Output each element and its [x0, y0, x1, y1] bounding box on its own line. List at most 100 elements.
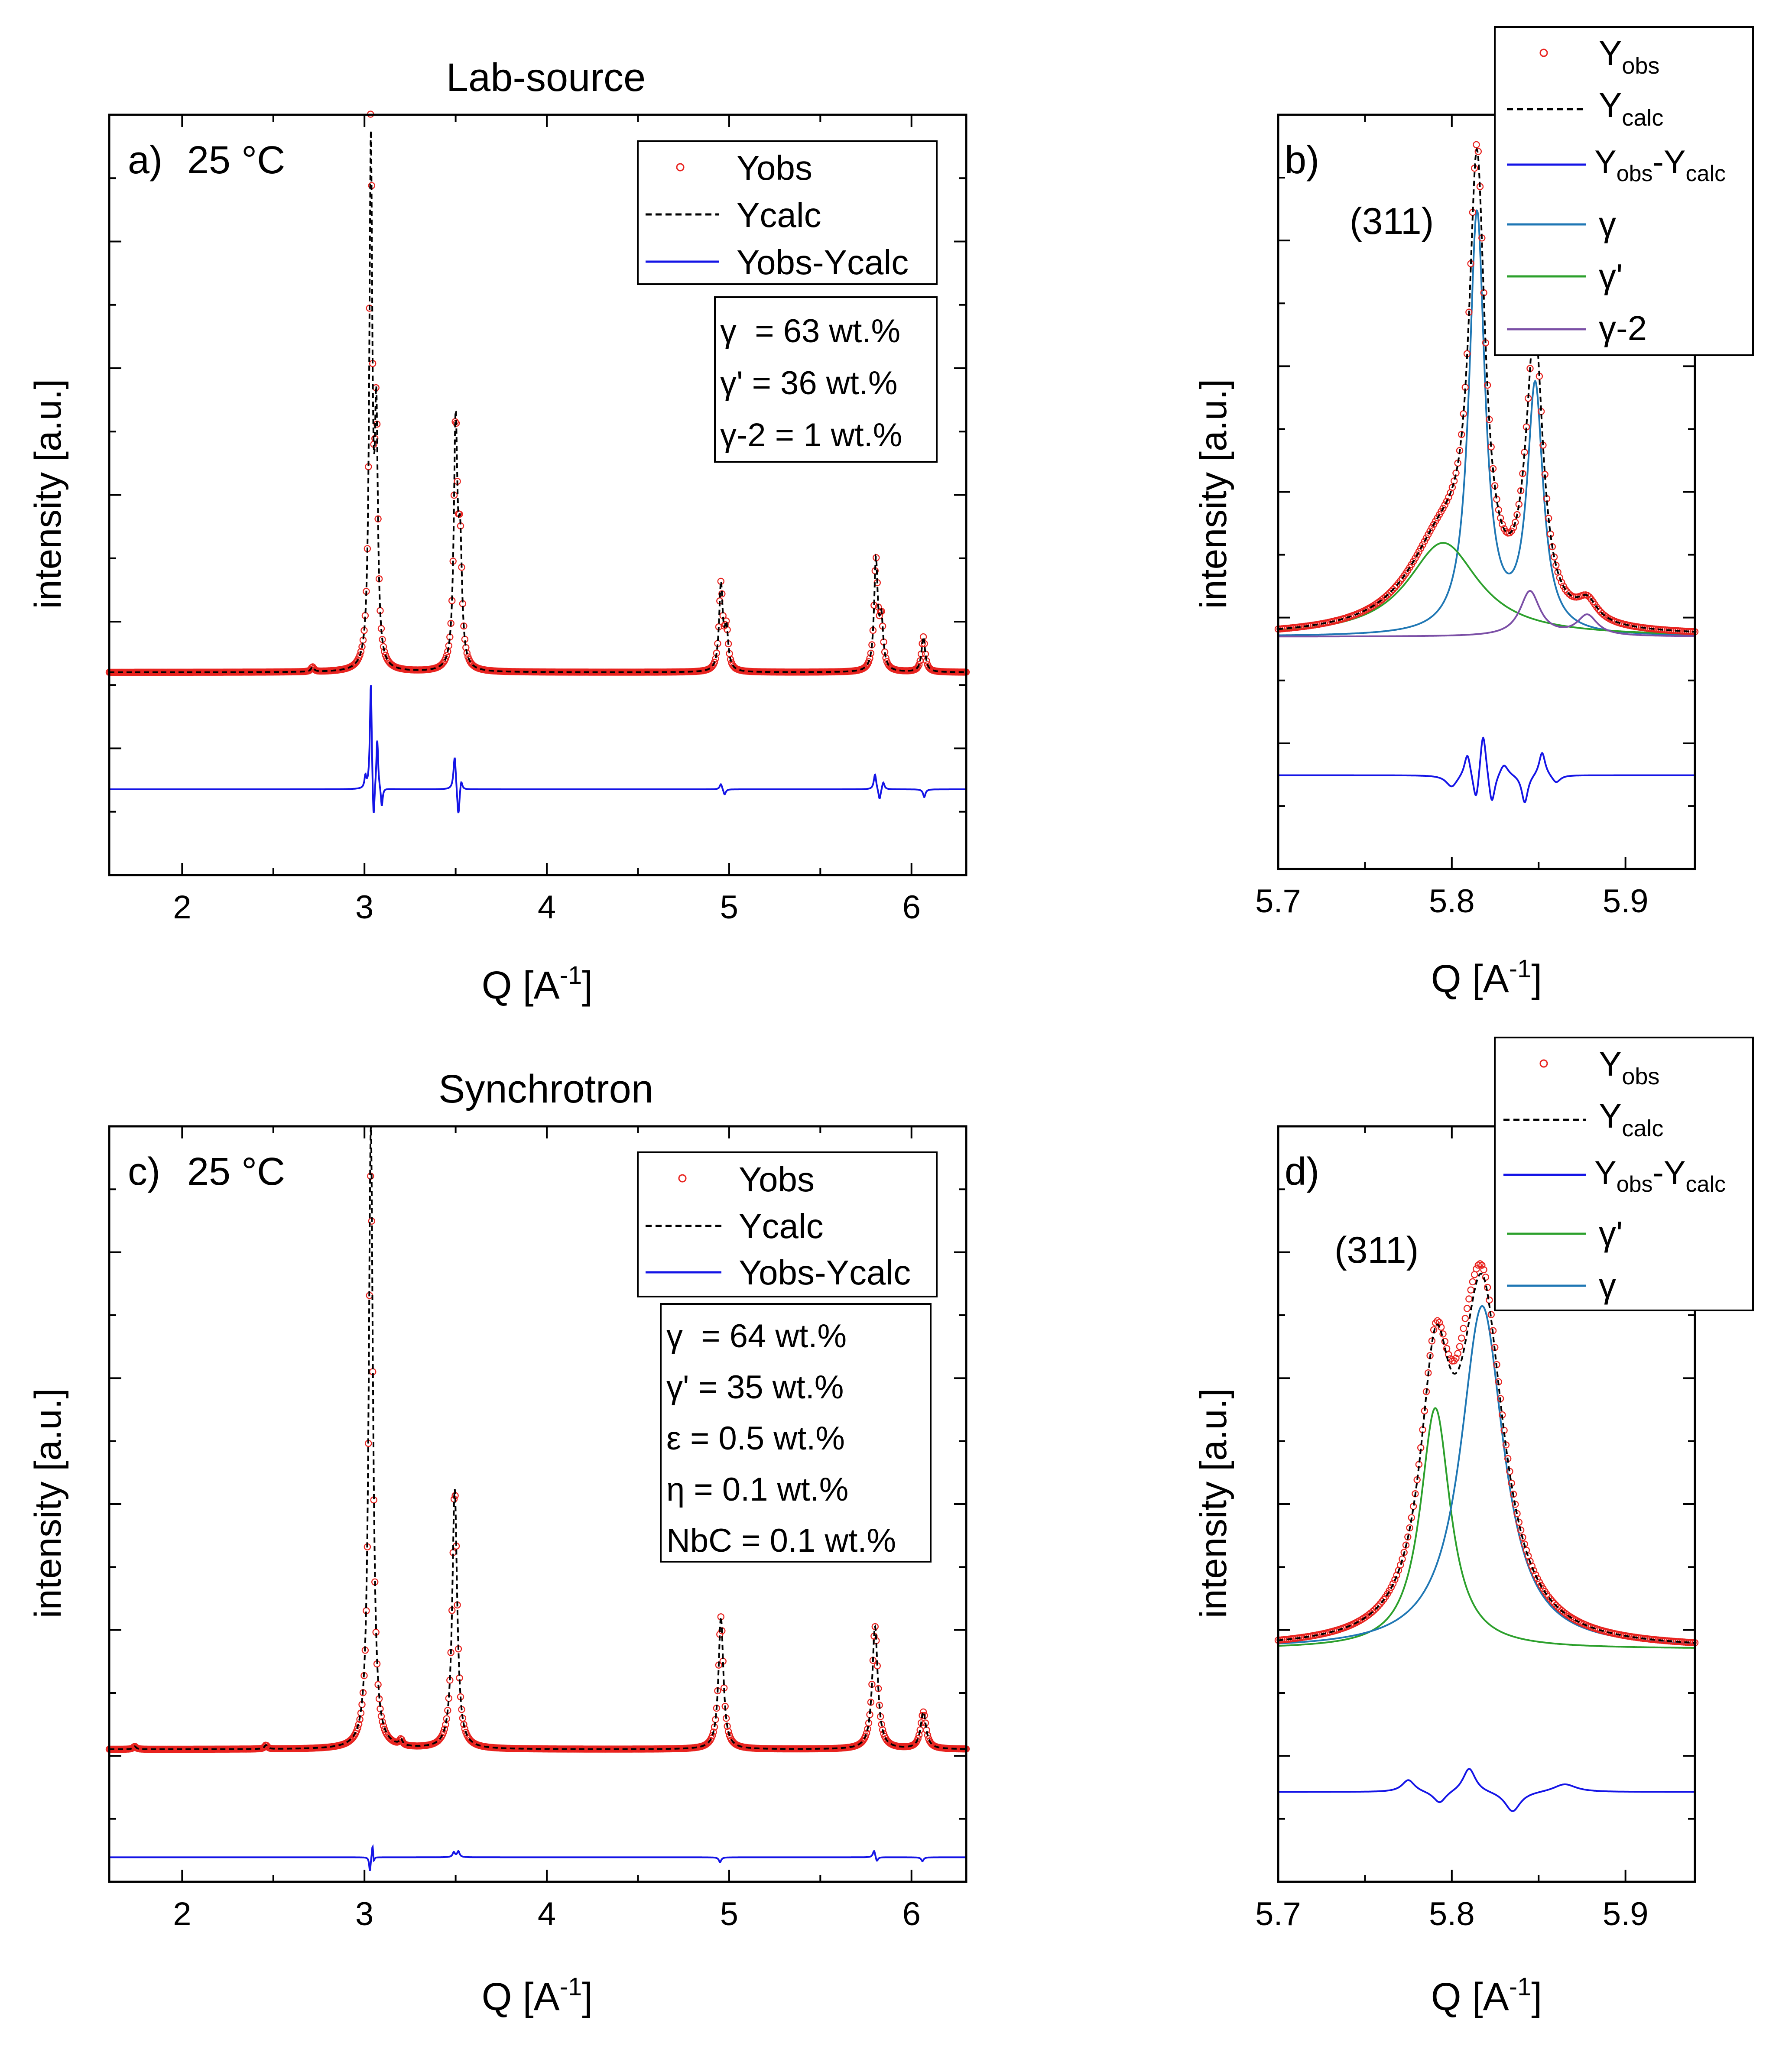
legend-a: Yobs Ycalc Yobs-Ycalc [637, 140, 938, 285]
diff-curve [109, 1844, 966, 1871]
y-axis-label-c: intensity [a.u.] [27, 1388, 69, 1618]
title-synchrotron: Synchrotron [438, 1067, 653, 1111]
obs-point [443, 652, 451, 659]
obs-point [1595, 606, 1602, 613]
obs-point [914, 1735, 922, 1742]
obs-point [1508, 527, 1515, 535]
obs-point [1463, 1305, 1471, 1312]
obs-point [1373, 1604, 1380, 1612]
x-axis-label-b-main: Q [A [1431, 957, 1509, 1001]
x-tick-label: 5 [720, 1896, 738, 1933]
obs-point [1389, 1580, 1397, 1588]
title-lab-source: Lab-source [446, 55, 646, 100]
obs-point [1417, 545, 1425, 552]
legend-b-diff-label: Yobs-Ycalc [1594, 144, 1726, 186]
diff-curve [1278, 736, 1695, 804]
obs-point [1387, 588, 1395, 595]
obs-point [1458, 1334, 1465, 1342]
phase-box-c-frame [660, 1303, 932, 1563]
legend-b-obs-marker [1539, 49, 1548, 57]
obs-point [1530, 1567, 1538, 1574]
calc-curve [1278, 147, 1695, 633]
legend-a-obs-label: Yobs [737, 149, 812, 187]
panel-b-letter: b) [1285, 139, 1319, 182]
obs-point [1473, 141, 1480, 149]
obs-point [1402, 1541, 1410, 1549]
legend-b-gamma-label: γ [1599, 205, 1616, 243]
y-axis-label-a: intensity [a.u.] [27, 379, 69, 609]
legend-d-calc-label: Ycalc [1599, 1096, 1663, 1141]
obs-point [355, 1720, 363, 1728]
obs-point [1478, 1261, 1486, 1269]
x-tick-label: 5.9 [1603, 883, 1649, 920]
x-tick-label: 5.8 [1429, 1896, 1475, 1933]
obs-point [379, 1718, 386, 1725]
phase-a-line-3: γ-2 = 1 wt.% [720, 417, 902, 454]
obs-point [1550, 1599, 1558, 1607]
x-axis-label-c: Q [A-1] [482, 1973, 593, 2019]
x-axis-label-d: Q [A-1] [1431, 1973, 1542, 2019]
legend-c: Yobs Ycalc Yobs-Ycalc [637, 1151, 938, 1297]
plot-d-ticks: 5.7 5.8 5.9 [1255, 1125, 1695, 1933]
plot-b-ticks: 5.7 5.8 5.9 [1255, 114, 1695, 920]
plot-c-marks [105, 1126, 970, 1871]
diff-curve [109, 685, 966, 814]
obs-point [456, 510, 463, 518]
x-axis-label-a: Q [A-1] [482, 961, 593, 1007]
calc-curve [1278, 1272, 1695, 1644]
x-axis-label-b-sup: -1 [1509, 955, 1532, 983]
obs-point [1586, 593, 1593, 601]
plot-d-marks [1274, 1260, 1699, 1812]
panel-c-temperature: 25 °C [187, 1150, 285, 1193]
obs-point [1391, 584, 1399, 591]
x-axis-label-b: Q [A-1] [1431, 955, 1542, 1001]
x-axis-label-c-sup: -1 [560, 1973, 582, 2001]
obs-point [1474, 148, 1482, 155]
obs-point [1426, 527, 1434, 535]
component-curve-1 [1278, 1407, 1695, 1649]
legend-d: Yobs Ycalc Yobs-Ycalc γ' γ [1494, 1037, 1754, 1311]
obs-point [1441, 501, 1449, 509]
obs-point [1391, 1576, 1399, 1583]
obs-point [1374, 1602, 1382, 1610]
obs-point [1506, 529, 1513, 537]
peak-label-b: (311) [1350, 201, 1434, 242]
legend-c-diff-label: Yobs-Ycalc [739, 1253, 911, 1292]
legend-b-box [1494, 26, 1754, 356]
obs-point [1404, 1533, 1412, 1541]
phase-c-line-2: γ' = 35 wt.% [666, 1369, 844, 1406]
phase-box-a: γ = 63 wt.% γ' = 36 wt.% γ-2 = 1 wt.% [714, 296, 938, 463]
x-axis-label-b-close: ] [1531, 957, 1542, 1001]
panel-c-letter: c) [128, 1150, 160, 1193]
obs-point [1443, 497, 1451, 505]
obs-point [460, 622, 467, 630]
legend-a-calc-label: Ycalc [737, 196, 821, 234]
obs-point [373, 420, 381, 428]
obs-point [1556, 574, 1564, 581]
panel-b: 5.7 5.8 5.9 b) (311) Yobs Ycalc Yobs-Ycalc… [1193, 26, 1754, 1001]
obs-point [1419, 541, 1426, 548]
phase-a-line-2: γ' = 36 wt.% [720, 365, 897, 402]
legend-d-calc-sub: calc [1622, 1115, 1663, 1141]
plot-a-marks [105, 110, 970, 814]
panel-a: 2 3 4 5 6 a) 25 °C Yobs Ycalc Yobs-Ycalc γ =… [27, 110, 970, 1007]
legend-d-gamma-label: γ [1599, 1266, 1616, 1305]
calc-curve [109, 1126, 966, 1750]
obs-point [915, 661, 923, 668]
obs-point [1517, 487, 1525, 495]
plot-a-ticks: 2 3 4 5 6 [109, 114, 966, 926]
obs-point [1456, 1343, 1464, 1350]
obs-point [711, 658, 718, 666]
x-axis-label-a-main: Q [A [482, 964, 560, 1007]
obs-point [374, 515, 382, 523]
x-tick-label: 3 [355, 1896, 373, 1933]
legend-b-obs-label: Yobs [1599, 34, 1659, 79]
obs-point [1439, 505, 1447, 512]
phase-box-a-frame [714, 296, 938, 463]
obs-point [1454, 1350, 1461, 1357]
obs-point [1547, 1595, 1554, 1603]
phase-c-line-5: NbC = 0.1 wt.% [666, 1522, 896, 1559]
obs-point [1597, 608, 1604, 616]
obs-point [1396, 1561, 1404, 1569]
y-axis-label-d: intensity [a.u.] [1193, 1388, 1234, 1618]
